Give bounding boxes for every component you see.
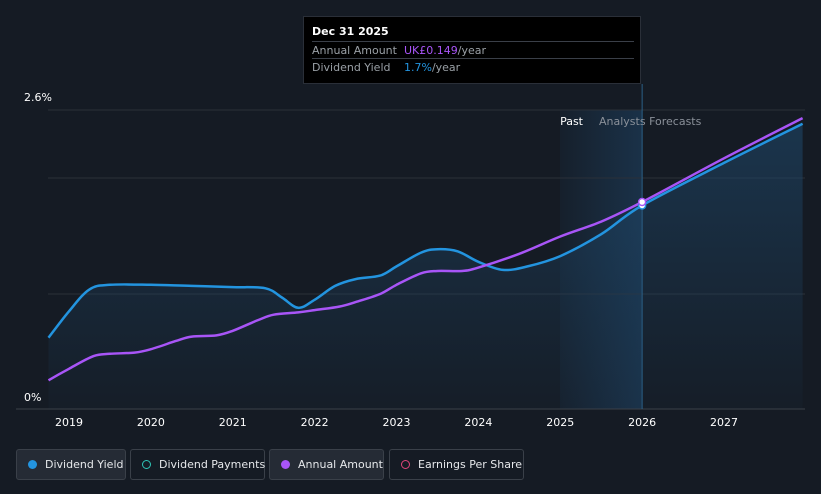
legend-earnings-per-share-ring-icon [401,460,410,469]
hover-tooltip: Dec 31 2025 Annual Amount UK£0.149/year … [303,16,641,84]
tooltip-annual-amount-label: Annual Amount [312,44,397,57]
dividend-yield-area [48,123,803,410]
tooltip-date: Dec 31 2025 [312,25,389,38]
y-tick-bottom: 0% [24,391,41,404]
dividend-chart: 2.6% 0% Past Analysts Forecasts 2019 2020… [16,84,805,429]
tooltip-annual-amount-unit: /year [457,44,487,57]
tooltip-annual-amount-value: UK£0.149/year [404,44,486,57]
legend-earnings-per-share[interactable]: Earnings Per Share [389,449,524,480]
legend-dividend-payments-ring-icon [142,460,151,469]
x-tick-2025: 2025 [546,416,574,429]
dividend-yield-line [47,122,804,339]
forecast-label: Analysts Forecasts [599,115,702,128]
legend-annual-amount[interactable]: Annual Amount [269,449,384,480]
legend-dividend-payments-label: Dividend Payments [159,458,266,471]
tooltip-dividend-yield-label: Dividend Yield [312,61,391,74]
annual-amount-marker [637,197,647,207]
x-axis-ticks: 2019 2020 2021 2022 2023 2024 2025 2026 2027 [55,416,738,429]
x-tick-2023: 2023 [383,416,411,429]
legend-dividend-yield-label: Dividend Yield [45,458,124,471]
x-tick-2024: 2024 [464,416,492,429]
tooltip-dividend-yield-value: 1.7%/year [404,61,460,74]
x-tick-2022: 2022 [301,416,329,429]
x-tick-2026: 2026 [628,416,656,429]
legend-earnings-per-share-label: Earnings Per Share [418,458,523,471]
legend-dividend-yield-dot-icon [28,460,37,469]
annual-amount-line [47,116,804,382]
y-tick-top: 2.6% [24,91,52,104]
x-tick-2019: 2019 [55,416,83,429]
legend-annual-amount-dot-icon [281,460,290,469]
x-tick-2020: 2020 [137,416,165,429]
x-tick-2027: 2027 [710,416,738,429]
legend-annual-amount-label: Annual Amount [298,458,383,471]
tooltip-row-annual-amount: Annual Amount UK£0.149/year [312,41,634,59]
tooltip-dividend-yield-number: 1.7% [404,61,432,74]
legend-dividend-yield[interactable]: Dividend Yield [16,449,126,480]
past-label: Past [560,115,584,128]
legend-dividend-payments[interactable]: Dividend Payments [130,449,265,480]
tooltip-annual-amount-number: UK£0.149 [404,44,458,57]
x-tick-2021: 2021 [219,416,247,429]
tooltip-dividend-yield-unit: /year [431,61,461,74]
tooltip-row-dividend-yield: Dividend Yield 1.7%/year [312,58,634,76]
